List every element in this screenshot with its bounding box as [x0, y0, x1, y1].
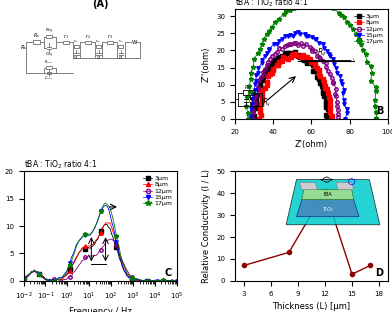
Text: $R_f$: $R_f$ [317, 46, 327, 59]
Bar [63, 41, 69, 44]
Bar [46, 35, 52, 38]
Bar [107, 41, 113, 44]
Text: $C_F$: $C_F$ [73, 55, 79, 62]
Text: $r_{d1}$: $r_{d1}$ [73, 39, 80, 45]
Text: $R_i$: $R_i$ [262, 96, 270, 109]
Y-axis label: Z''(ohm): Z''(ohm) [201, 46, 211, 82]
Bar [46, 66, 52, 69]
Text: tBA : TiO$_2$ ratio 4:1: tBA : TiO$_2$ ratio 4:1 [24, 159, 97, 171]
Text: $r_{d3}$: $r_{d3}$ [118, 39, 124, 45]
Text: B: B [376, 105, 383, 115]
Text: W: W [132, 40, 138, 45]
Text: $r_3$: $r_3$ [107, 32, 113, 41]
Text: $R_{TCO}$: $R_{TCO}$ [44, 58, 54, 66]
Text: $r_{d2}$: $r_{d2}$ [95, 39, 102, 45]
X-axis label: Frequency / Hz: Frequency / Hz [69, 307, 131, 312]
Text: $C_{eq}$: $C_{eq}$ [45, 50, 53, 59]
Text: C: C [165, 267, 172, 277]
Bar [33, 40, 40, 44]
Text: D: D [376, 267, 383, 277]
Text: $R_s$: $R_s$ [33, 31, 40, 40]
Bar [85, 41, 91, 44]
Text: $R_{eq}$: $R_{eq}$ [45, 26, 53, 35]
X-axis label: Thickness (L) [μm]: Thickness (L) [μm] [272, 302, 350, 311]
Text: tBA : TiO$_2$ ratio 4:1: tBA : TiO$_2$ ratio 4:1 [235, 0, 308, 9]
Text: $C_F$: $C_F$ [96, 55, 102, 62]
Legend: 3μm, 8μm, 12μm, 15μm, 17μm: 3μm, 8μm, 12μm, 15μm, 17μm [142, 174, 174, 207]
Bar [96, 45, 101, 48]
X-axis label: Z'(ohm): Z'(ohm) [295, 140, 328, 149]
Bar [74, 45, 79, 48]
Y-axis label: Relative Conductivity (l / L): Relative Conductivity (l / L) [201, 169, 211, 283]
Legend: 3μm, 8μm, 12μm, 15μm, 17μm: 3μm, 8μm, 12μm, 15μm, 17μm [353, 12, 385, 46]
Text: $C_{TCO}$: $C_{TCO}$ [44, 74, 54, 82]
Text: $C_F$: $C_F$ [118, 55, 124, 62]
Text: $r_1$: $r_1$ [63, 32, 69, 41]
Bar [118, 45, 123, 48]
Title: (A): (A) [92, 0, 108, 9]
Text: $r_2$: $r_2$ [85, 32, 91, 41]
Text: $R_s$: $R_s$ [20, 43, 28, 52]
